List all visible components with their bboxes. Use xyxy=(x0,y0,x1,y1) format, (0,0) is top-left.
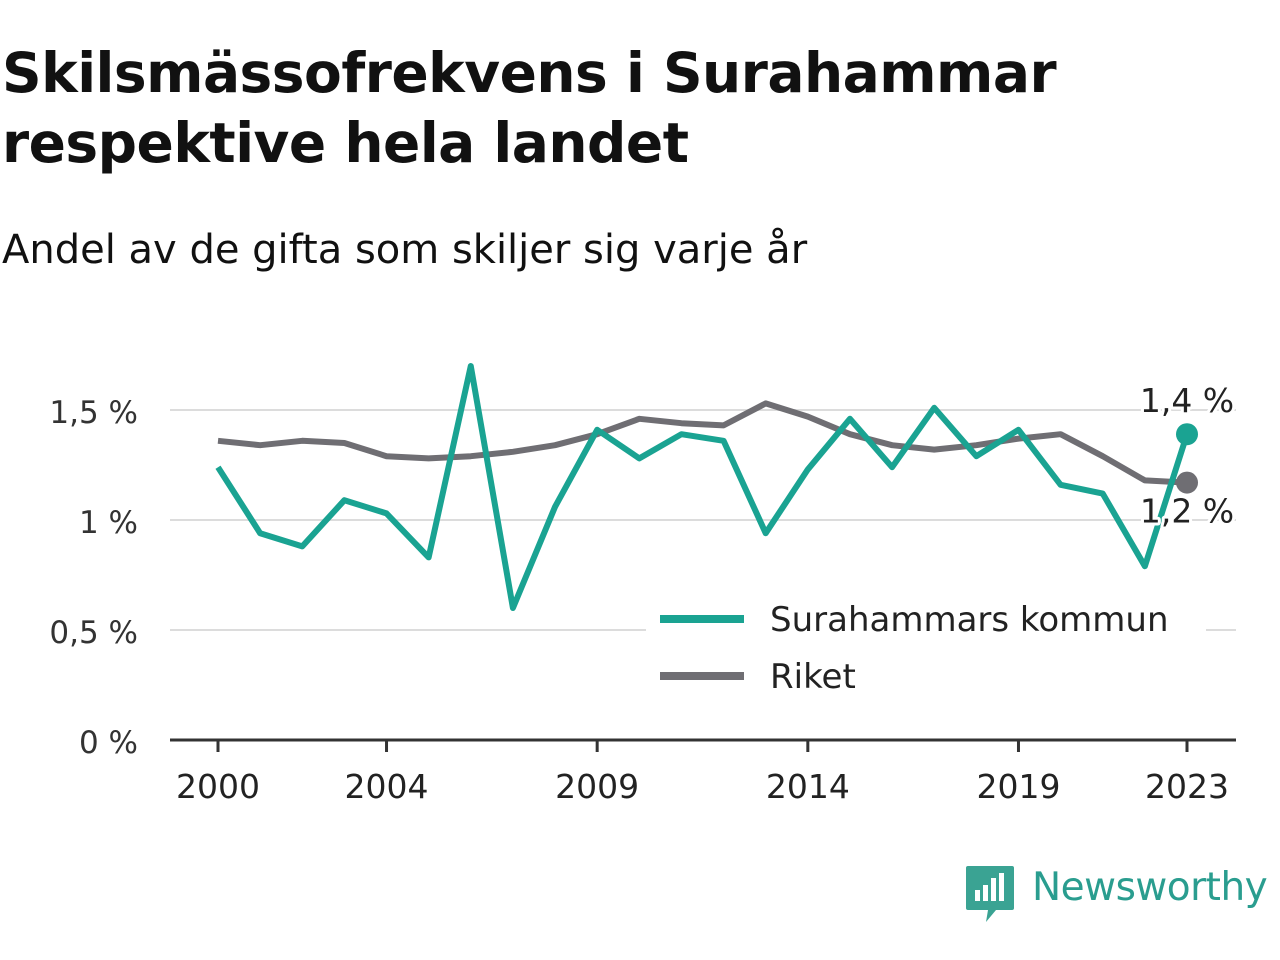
legend-label: Riket xyxy=(770,657,856,697)
end-value-label: 1,2 % xyxy=(1140,492,1234,531)
x-tick-label: 2019 xyxy=(976,767,1060,806)
x-tick-label: 2023 xyxy=(1145,767,1229,806)
x-tick-label: 2004 xyxy=(345,767,429,806)
end-value-label: 1,4 % xyxy=(1140,381,1234,420)
series-layer xyxy=(215,363,1198,611)
line-chart: 0 % 0,5 % 1 % 1,5 % 2000 2004 2009 2014 2019 2023… xyxy=(49,363,1237,806)
series-line xyxy=(215,363,1190,611)
chart-title: Skilsmässofrekvens i Surahammar respekti… xyxy=(2,41,1057,175)
legend-background xyxy=(646,592,1206,710)
chart-subtitle: Andel av de gifta som skiljer sig varje … xyxy=(2,227,808,273)
newsworthy-logo: Newsworthy xyxy=(964,864,1268,926)
x-tick-label: 2014 xyxy=(766,767,850,806)
series-end-point xyxy=(1176,471,1198,494)
y-tick-label: 0 % xyxy=(79,725,138,761)
legend-label: Surahammars kommun xyxy=(770,600,1169,640)
y-tick-label: 0,5 % xyxy=(49,615,138,651)
series-line xyxy=(217,400,1188,486)
axes: 0 % 0,5 % 1 % 1,5 % 2000 2004 2009 2014 2019 2023 xyxy=(49,395,1236,806)
x-tick-label: 2009 xyxy=(555,767,639,806)
y-tick-label: 1 % xyxy=(79,505,138,541)
end-labels: 1,4 % 1,2 % xyxy=(1137,378,1237,533)
legend: Surahammars kommun Riket xyxy=(646,592,1206,710)
newsworthy-logo-icon xyxy=(966,866,1014,922)
brand-name: Newsworthy xyxy=(1032,865,1268,910)
x-tick-label: 2000 xyxy=(176,767,260,806)
y-tick-label: 1,5 % xyxy=(49,395,138,431)
series-end-point xyxy=(1176,423,1198,446)
